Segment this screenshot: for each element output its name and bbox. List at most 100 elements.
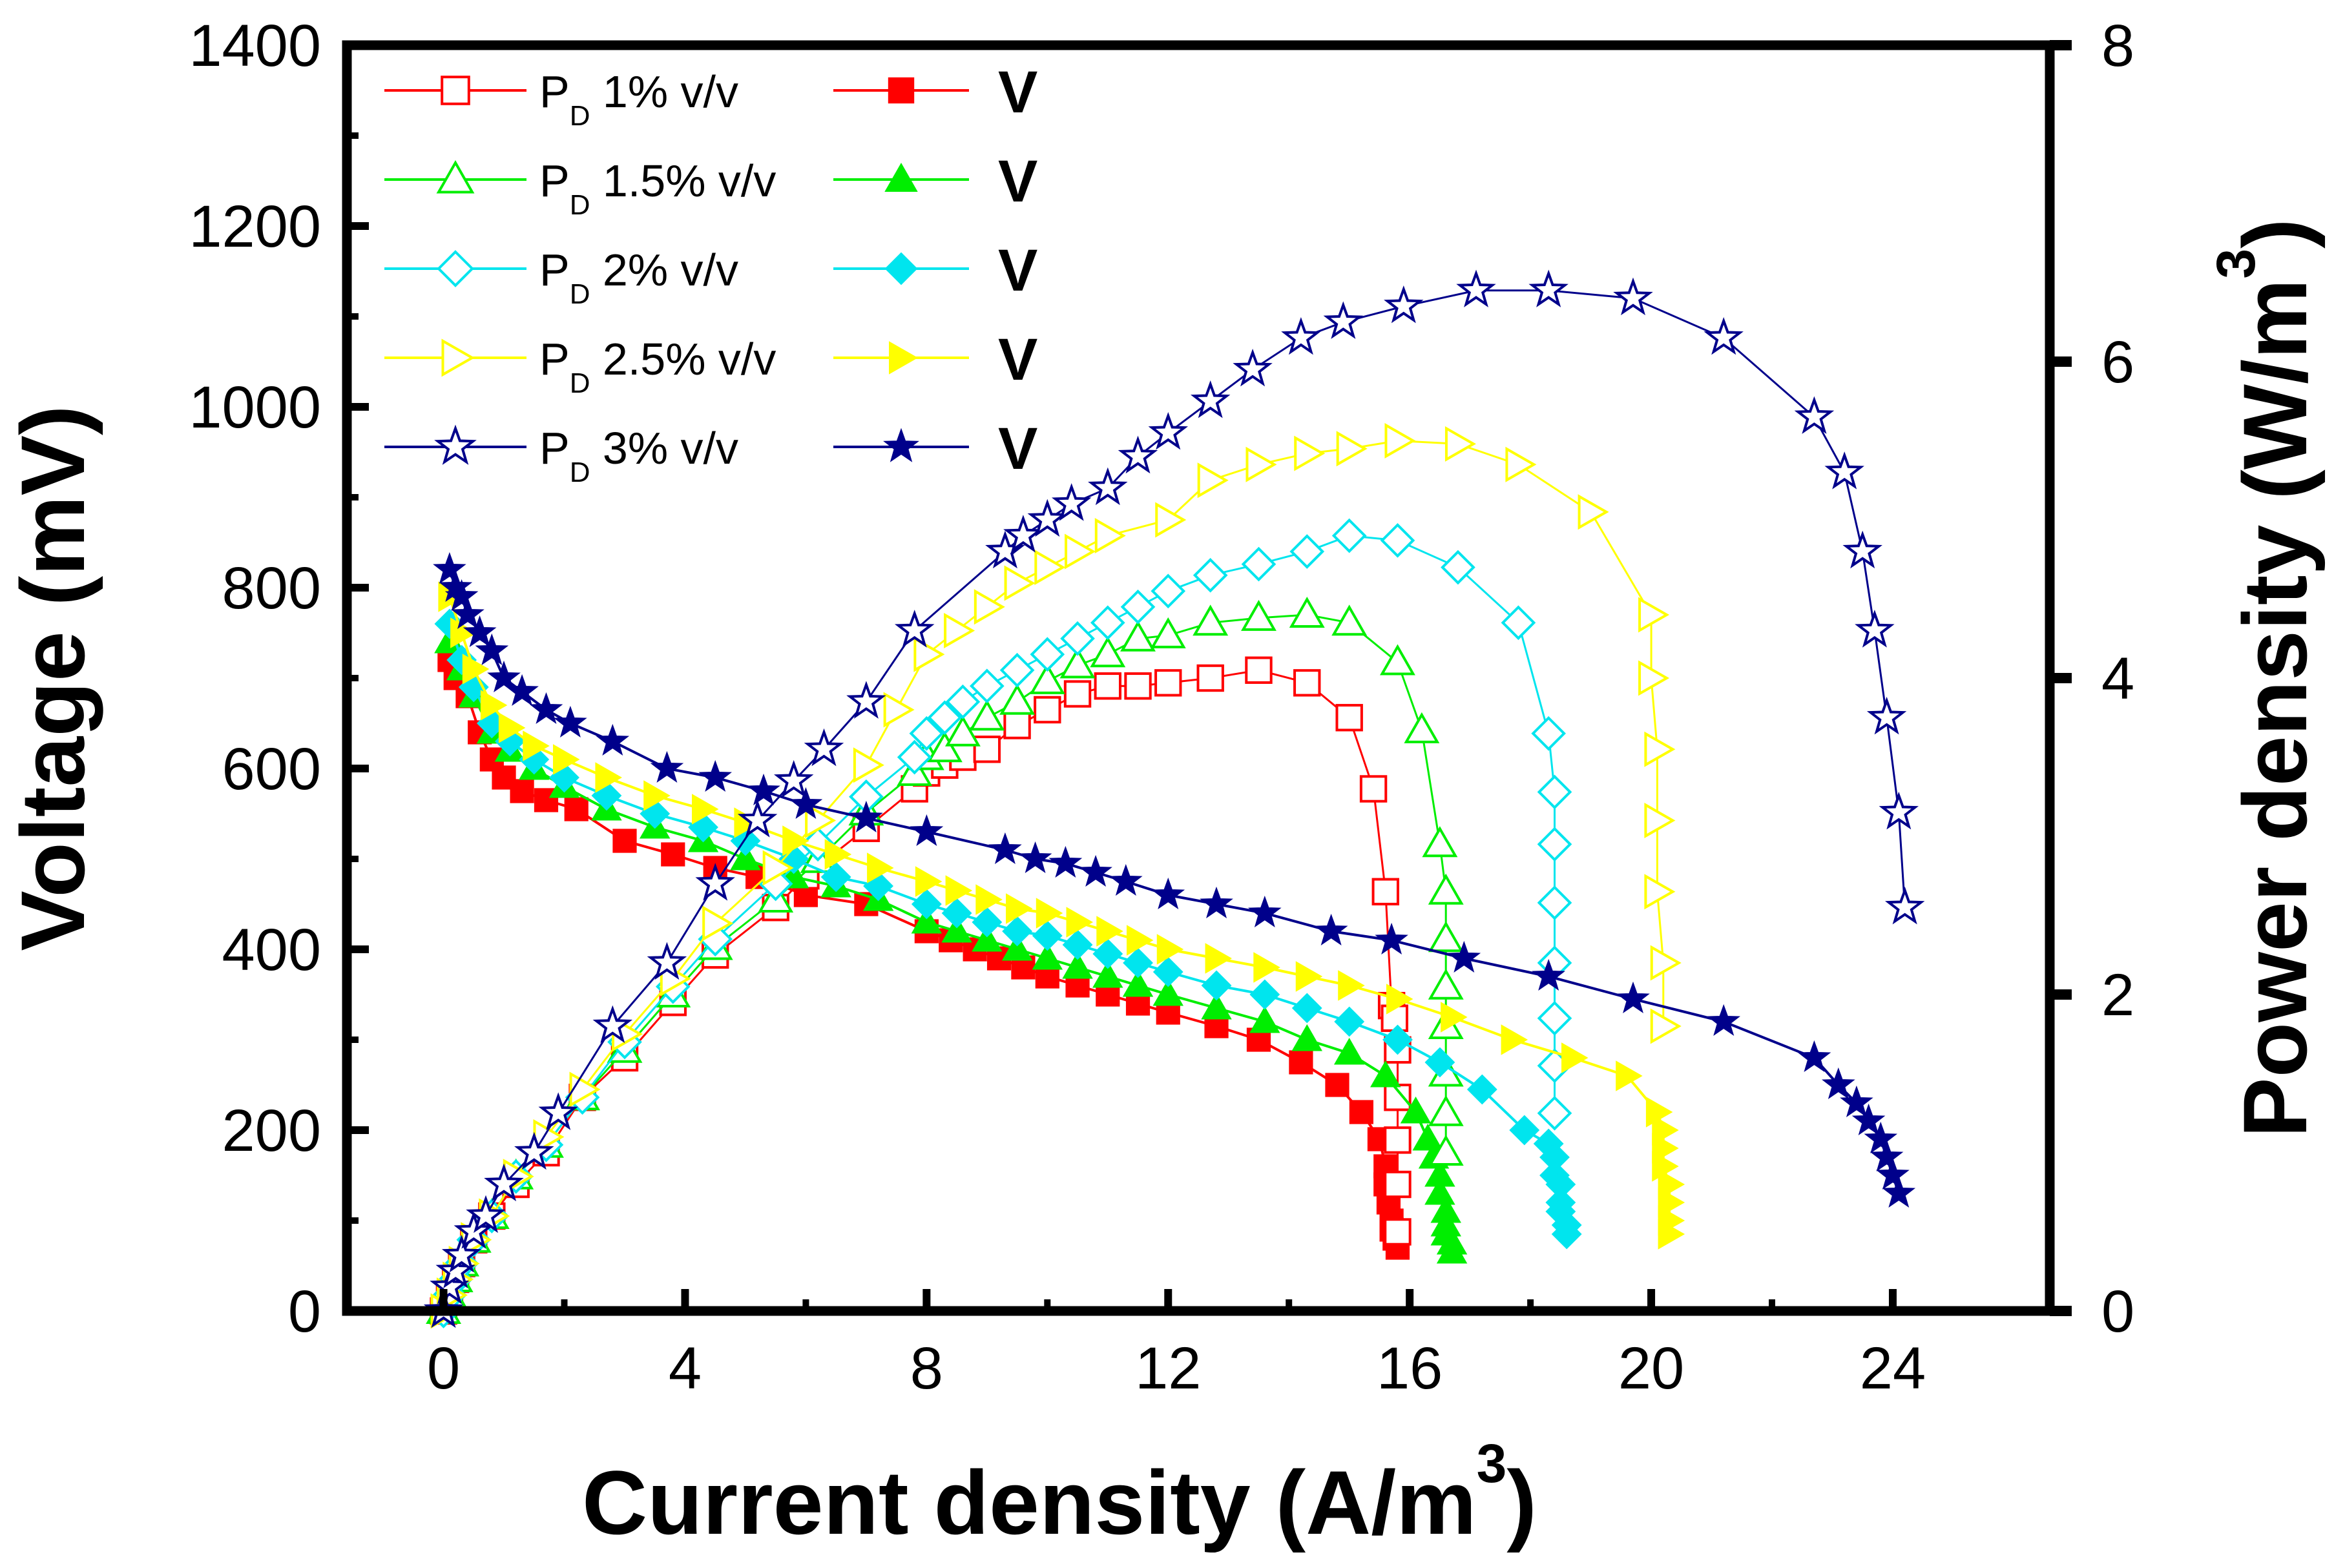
power-point [1428, 968, 1464, 1000]
y-right-tick-label: 4 [2101, 646, 2134, 712]
voltage-point [1424, 1177, 1455, 1205]
legend-label-rest: 1% v/v [590, 67, 738, 117]
power-point [1650, 945, 1682, 981]
power-point [1051, 483, 1092, 521]
power-point [1501, 605, 1536, 641]
power-point [1336, 431, 1368, 467]
power-point [1094, 672, 1121, 700]
power-point [695, 863, 735, 901]
power-point [927, 700, 963, 736]
legend-label: PD 3% v/v [539, 423, 738, 488]
power-point [969, 699, 1005, 731]
legend-label-sub: D [570, 100, 590, 132]
voltage-point [1092, 938, 1123, 969]
voltage-point [1066, 907, 1094, 938]
power-point [538, 1092, 578, 1130]
voltage-point [1870, 1139, 1904, 1171]
voltage-point [1151, 877, 1185, 909]
voltage-point [1201, 970, 1232, 1001]
voltage-point [1561, 1042, 1589, 1073]
y-right-axis-title-main: Power density (W/m [2224, 279, 2326, 1138]
legend-label: PD 1.5% v/v [539, 156, 776, 221]
power-point [1650, 1008, 1682, 1044]
legend: PD 1% v/v VPD 1.5% v/v VPD 2% v/v VPD 2.5% … [384, 59, 1037, 488]
power-point [1456, 269, 1496, 307]
y-right-axis-title-close: ) [2224, 218, 2326, 249]
voltage-point [747, 773, 780, 805]
legend-entry-4: PD 2.5% v/v V [384, 327, 1037, 399]
voltage-point [1156, 934, 1184, 965]
voltage-point [1616, 981, 1650, 1013]
voltage-point [553, 705, 587, 738]
y-left-tick-label: 200 [222, 1098, 322, 1164]
power-point [1428, 921, 1464, 953]
power-point [970, 668, 1005, 704]
power-point [441, 1234, 482, 1273]
legend-voltage-label: V [998, 59, 1037, 125]
power-point [897, 739, 932, 775]
power-point [1030, 637, 1065, 672]
voltage-point [463, 615, 497, 647]
power-point [1384, 1126, 1412, 1154]
power-point [1323, 301, 1364, 339]
power-point [926, 731, 963, 763]
power-point [1380, 644, 1415, 676]
y-left-tick-label: 600 [222, 736, 322, 802]
power-point [1034, 696, 1061, 724]
legend-voltage-marker [888, 77, 915, 104]
voltage-point [820, 861, 851, 892]
voltage-point [972, 924, 1003, 952]
power-point [1289, 534, 1325, 569]
power-point [1794, 396, 1835, 434]
power-point [1193, 557, 1228, 593]
power-point [1537, 774, 1572, 810]
legend-label-sub: D [570, 189, 590, 221]
power-point [1537, 827, 1572, 862]
power-point [1578, 494, 1609, 530]
power-point [853, 747, 884, 783]
power-point [1644, 803, 1676, 838]
power-point [1150, 617, 1186, 648]
voltage-point [910, 814, 944, 846]
voltage-point [1338, 970, 1365, 1001]
power-point [974, 589, 1005, 625]
x-tick-label: 16 [1377, 1336, 1443, 1401]
legend-label-main: P [539, 156, 570, 206]
power-point [1003, 515, 1043, 553]
power-point [944, 613, 975, 648]
voltage-point [1551, 1219, 1582, 1250]
y-left-axis-title: Voltage (mV) [2, 405, 103, 951]
axes-layer: 0 4 8 12 16 20 2402004006008001000120014000246… [189, 13, 2134, 1401]
legend-label-rest: 3% v/v [590, 423, 738, 473]
power-point [1193, 604, 1229, 636]
power-point [453, 1211, 494, 1249]
power-point [1148, 412, 1189, 450]
power-point [894, 610, 935, 648]
voltage-point [1821, 1067, 1855, 1099]
legend-voltage-marker [883, 428, 919, 462]
legend-entry-5: PD 3% v/v V [384, 416, 1037, 488]
power-point [1027, 499, 1068, 537]
x-axis-title-close: ) [1506, 1452, 1537, 1553]
voltage-point [1876, 1157, 1910, 1190]
voltage-point [650, 750, 684, 783]
power-point [1118, 435, 1158, 474]
voltage-point [1002, 916, 1032, 947]
voltage-point [612, 829, 637, 853]
voltage-point [1152, 978, 1183, 1006]
legend-entry-2: PD 1.5% v/v V [384, 149, 1037, 221]
legend-power-marker [434, 424, 477, 465]
power-point [1120, 620, 1156, 652]
voltage-point [595, 762, 622, 793]
voltage-point [1375, 922, 1408, 954]
power-point [1190, 380, 1231, 418]
voltage-point [915, 866, 943, 897]
power-point [1444, 426, 1476, 462]
power-point [1428, 873, 1464, 905]
power-point [1294, 435, 1326, 471]
legend-label: PD 2% v/v [539, 245, 738, 310]
power-point [846, 681, 886, 719]
power-point [999, 683, 1036, 715]
power-point [1528, 269, 1568, 307]
